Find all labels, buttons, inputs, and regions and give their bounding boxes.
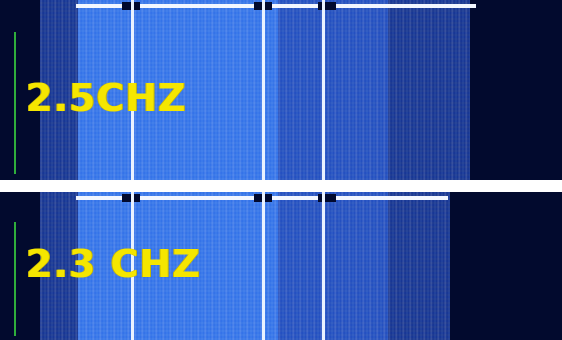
carrier-line [262,0,265,180]
panel-divider [0,180,562,192]
signal-band [78,192,278,340]
carrier-line [322,192,325,340]
spectrogram-panel-bottom: 2.3 CHZ [0,192,562,340]
signal-band [278,0,388,180]
time-marker [14,222,16,336]
signal-band [278,192,388,340]
signal-band [78,0,278,180]
noise-band [388,0,470,180]
carrier-line [131,192,134,340]
carrier-line [262,192,265,340]
noise-band [388,192,450,340]
carrier-line [131,0,134,180]
noise-band [40,192,78,340]
time-marker [14,32,16,174]
scale-notch [318,2,336,10]
carrier-line [322,0,325,180]
frequency-label-top: 2.5CHZ [26,76,187,120]
scale-notch [318,194,336,202]
frequency-label-bottom: 2.3 CHZ [26,242,201,286]
frequency-scale-bar [76,4,476,8]
spectrogram-panel-top: 2.5CHZ [0,0,562,180]
noise-band [40,0,78,180]
